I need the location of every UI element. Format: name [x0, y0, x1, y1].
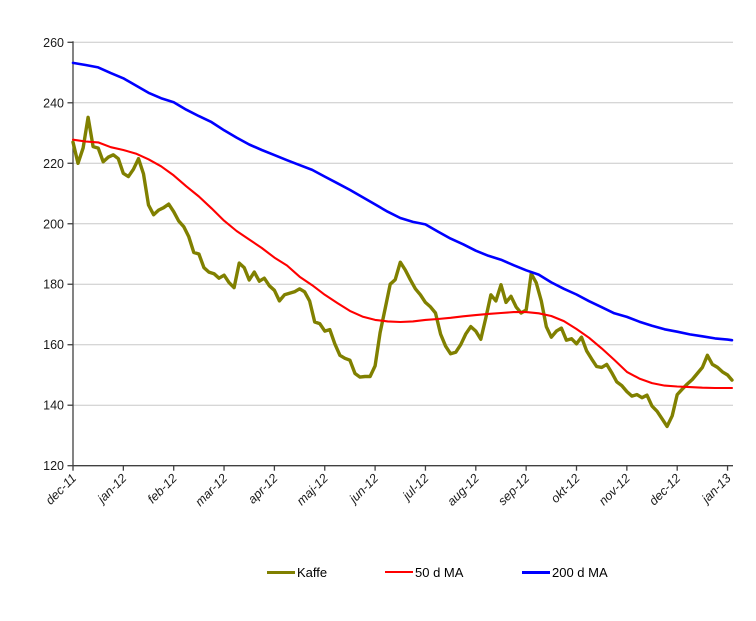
x-tick-label: dec-11 — [43, 471, 79, 507]
series-kaffe — [71, 115, 734, 429]
y-tick-label: 220 — [43, 157, 64, 171]
x-tick-label: okt-12 — [548, 471, 582, 505]
y-tick-label: 180 — [43, 278, 64, 292]
legend-label-200d-ma: 200 d MA — [552, 564, 608, 580]
y-tick-label: 260 — [43, 36, 64, 50]
axes — [72, 41, 733, 467]
y-tick-label: 140 — [43, 399, 64, 413]
legend-label-kaffe: Kaffe — [297, 564, 328, 580]
x-tick-label: dec-12 — [646, 471, 683, 508]
x-tick-label: jun-12 — [345, 471, 381, 507]
x-tick-label: maj-12 — [294, 471, 331, 508]
series-200-d-ma — [71, 61, 734, 342]
x-tick-label: apr-12 — [245, 471, 280, 506]
x-tick-label: jan-12 — [94, 471, 130, 507]
legend-swatch-kaffe — [267, 570, 295, 574]
x-tick-label: mar-12 — [192, 471, 230, 509]
legend-swatch-50d-ma — [385, 571, 413, 573]
x-tick-label: sep-12 — [495, 471, 532, 508]
x-tick-label: jan-13 — [698, 471, 734, 507]
gridlines — [73, 41, 733, 406]
legend-item-200d-ma: 200 d MA — [522, 562, 608, 582]
x-tick-label: feb-12 — [145, 471, 180, 506]
series-50-d-ma — [71, 138, 734, 390]
legend-item-50d-ma: 50 d MA — [385, 562, 463, 582]
y-tick-label: 240 — [43, 96, 64, 110]
y-tick-label: 200 — [43, 217, 64, 231]
price-chart: 120 140 160 180 200 220 240 260 dec-11 jan-12 feb-… — [43, 36, 734, 509]
legend-swatch-200d-ma — [522, 570, 550, 574]
x-tick-label: nov-12 — [596, 471, 633, 508]
y-tick-labels: 120 140 160 180 200 220 240 260 — [43, 36, 73, 473]
x-tick-label: jul-12 — [399, 471, 432, 504]
legend-label-50d-ma: 50 d MA — [415, 564, 464, 580]
x-tick-labels: dec-11 jan-12 feb-12 mar-12 apr-12 maj-12 jun-… — [43, 465, 734, 509]
x-tick-label: aug-12 — [444, 471, 481, 508]
legend-item-kaffe: Kaffe — [267, 562, 327, 582]
y-tick-label: 120 — [43, 459, 64, 473]
y-tick-label: 160 — [43, 338, 64, 352]
